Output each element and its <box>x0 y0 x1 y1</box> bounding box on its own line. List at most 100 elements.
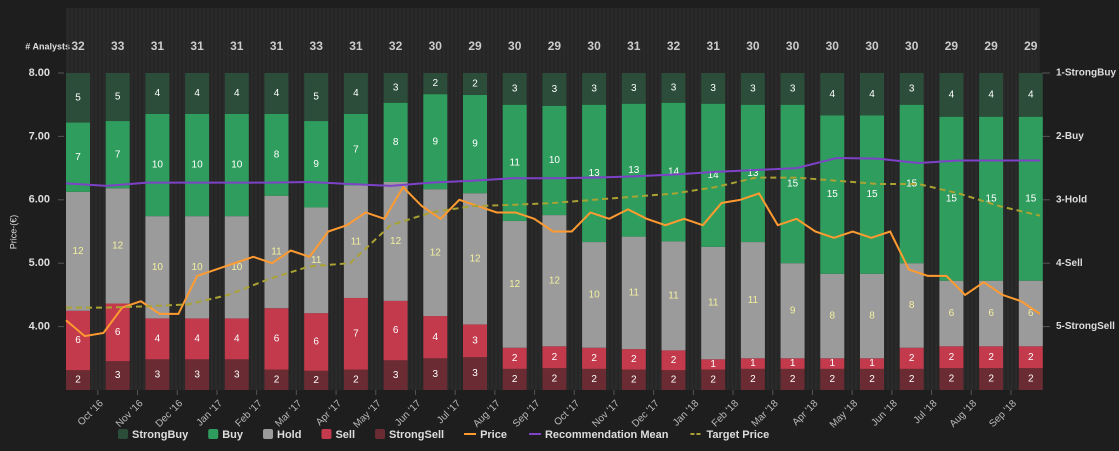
segment-label: 2 <box>790 374 796 385</box>
segment-label: 2 <box>75 375 81 386</box>
bar-segment <box>899 368 924 390</box>
segment-label: 6 <box>313 337 319 348</box>
analyst-count: 30 <box>429 39 443 53</box>
segment-label: 9 <box>472 139 478 150</box>
x-tick-label: Nov '17 <box>590 398 622 430</box>
segment-label: 13 <box>589 168 601 179</box>
bar-segment <box>383 300 408 361</box>
segment-label: 13 <box>628 165 640 176</box>
segment-label: 3 <box>115 370 121 381</box>
segment-label: 10 <box>192 262 204 273</box>
segment-label: 2 <box>274 374 280 385</box>
bar-segment <box>1018 346 1043 369</box>
bar-segment <box>502 104 527 221</box>
bar-segment <box>145 113 170 217</box>
bar-segment <box>105 73 130 122</box>
bar-segment <box>66 191 90 311</box>
legend-label: Target Price <box>706 429 769 441</box>
bar-segment <box>820 368 845 390</box>
segment-label: 15 <box>946 193 958 204</box>
y-tick-label: 8.00 <box>29 67 50 79</box>
legend-swatch <box>375 429 386 439</box>
segment-label: 8 <box>830 311 836 322</box>
analyst-count: 30 <box>508 39 522 53</box>
bar-segment <box>582 242 607 348</box>
segment-label: 10 <box>192 160 204 171</box>
analyst-count: 31 <box>627 39 641 53</box>
analyst-count: 29 <box>945 39 959 53</box>
bar-segment <box>463 193 487 325</box>
bar-segment <box>145 318 170 360</box>
bar-segment <box>502 73 527 105</box>
segment-label: 2 <box>313 375 319 386</box>
analyst-count: 30 <box>905 39 919 53</box>
analyst-count: 32 <box>389 39 403 53</box>
segment-label: 10 <box>231 160 243 171</box>
bar-segment <box>1018 73 1043 117</box>
segment-label: 3 <box>790 83 796 94</box>
segment-label: 2 <box>909 374 915 385</box>
segment-label: 12 <box>72 246 84 257</box>
segment-label: 1 <box>830 358 836 369</box>
segment-label: 10 <box>231 262 243 273</box>
segment-label: 3 <box>393 370 399 381</box>
y2-tick-label: 2-Buy <box>1056 131 1084 142</box>
x-tick-label: Mar '18 <box>750 398 781 429</box>
bar-segment <box>621 349 646 370</box>
x-tick-label: May '18 <box>828 398 861 431</box>
x-tick-label: Aug '18 <box>948 398 980 430</box>
segment-label: 4 <box>234 88 240 99</box>
x-tick-label: Mar '17 <box>273 398 304 429</box>
segment-label: 8 <box>869 311 875 322</box>
segment-label: 2 <box>988 352 994 363</box>
bar-segment <box>383 73 408 103</box>
bar-segment <box>860 368 884 390</box>
segment-label: 15 <box>866 189 878 200</box>
bar-segment <box>502 347 527 369</box>
bar-segment <box>860 358 884 369</box>
segment-label: 6 <box>75 335 81 346</box>
bar-segment <box>899 73 924 105</box>
bar-segment <box>145 216 170 319</box>
bar-segment <box>264 195 289 309</box>
segment-label: 6 <box>949 308 955 319</box>
bar-segment <box>939 368 964 390</box>
segment-label: 6 <box>1028 308 1034 319</box>
bar-segment <box>264 369 289 390</box>
segment-label: 2 <box>830 374 836 385</box>
bar-segment <box>661 73 686 103</box>
segment-label: 7 <box>353 328 359 339</box>
legend-label: Recommendation Mean <box>545 429 669 441</box>
segment-label: 3 <box>552 84 558 95</box>
x-tick-label: Oct '16 <box>76 398 106 428</box>
analyst-count: 31 <box>270 39 284 53</box>
segment-label: 3 <box>750 83 756 94</box>
bar-segment <box>860 73 884 116</box>
segment-label: 2 <box>710 374 716 385</box>
segment-label: 6 <box>393 325 399 336</box>
segment-label: 8 <box>274 149 280 160</box>
x-tick-label: Jul '17 <box>435 398 463 426</box>
bar-segment <box>1018 368 1043 390</box>
bar-segment <box>463 324 487 358</box>
x-tick-label: Apr '18 <box>790 398 820 428</box>
segment-label: 15 <box>1025 193 1037 204</box>
analyst-count: 30 <box>786 39 800 53</box>
analysts-label: # Analysts <box>25 41 70 51</box>
bar-segment <box>780 368 805 390</box>
bar-segment <box>383 360 408 390</box>
x-tick-label: May '17 <box>351 398 384 431</box>
bar-segment <box>701 369 726 390</box>
segment-label: 4 <box>194 334 200 345</box>
segment-label: 2 <box>512 353 518 364</box>
bar-segment <box>661 370 686 390</box>
segment-label: 2 <box>869 374 875 385</box>
segment-label: 4 <box>155 88 161 99</box>
bar-segment <box>701 359 726 370</box>
segment-label: 10 <box>152 160 164 171</box>
bar-segment <box>304 313 329 371</box>
segment-label: 4 <box>830 89 836 100</box>
bar-segment <box>343 113 368 186</box>
bar-segment <box>304 73 329 122</box>
bar-segment <box>939 73 964 117</box>
